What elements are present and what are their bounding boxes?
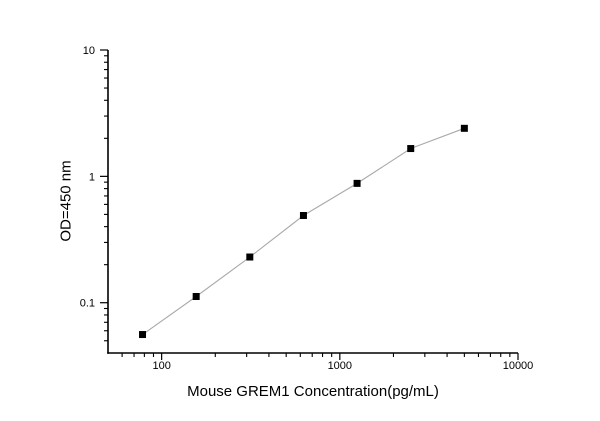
x-tick-label: 100 xyxy=(152,360,170,372)
y-tick-label: 0.1 xyxy=(80,298,95,310)
x-axis-title: Mouse GREM1 Concentration(pg/mL) xyxy=(187,383,439,400)
y-tick-label: 1 xyxy=(89,171,95,183)
data-point-marker xyxy=(139,331,147,339)
data-point-marker xyxy=(353,179,361,187)
data-point-marker xyxy=(246,253,254,261)
y-tick-label: 10 xyxy=(83,45,95,57)
x-tick-label: 10000 xyxy=(503,360,534,372)
x-tick-label: 1000 xyxy=(328,360,352,372)
data-point-marker xyxy=(407,145,415,153)
data-point-marker xyxy=(460,124,468,132)
standard-curve-line xyxy=(142,127,465,335)
y-axis-title: OD=450 nm xyxy=(57,160,75,242)
data-point-marker xyxy=(192,292,200,300)
data-point-marker xyxy=(299,212,307,220)
